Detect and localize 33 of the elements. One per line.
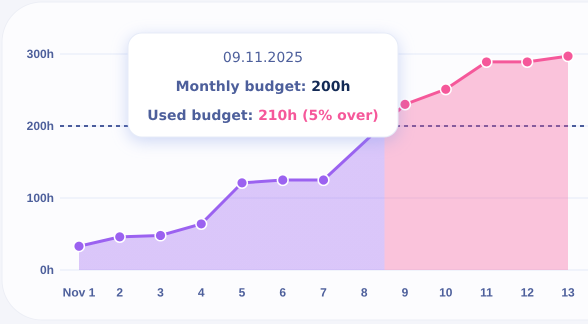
point (236, 176, 248, 189)
point (72, 240, 86, 252)
point (317, 174, 330, 186)
point (398, 98, 412, 110)
point (521, 56, 534, 68)
y-tick-label: 0h (40, 262, 54, 277)
x-tick-label: 3 (157, 286, 164, 300)
x-tick-label: 13 (561, 286, 575, 300)
x-tick-label: 11 (480, 286, 494, 300)
x-tick-label: 2 (116, 286, 124, 300)
point (276, 174, 289, 186)
point (562, 50, 574, 62)
point (195, 218, 208, 230)
tooltip-card: 09.11.2025 Monthly budget: 200h Used budget: 210h (5% over) (128, 32, 398, 138)
x-tick-label: 4 (198, 286, 205, 300)
x-tick-label: 9 (402, 286, 409, 300)
y-tick-label: 100h (26, 190, 54, 205)
x-tick-label: 6 (279, 286, 286, 300)
x-tick-label: 7 (320, 286, 328, 300)
x-tick-label: 5 (238, 286, 246, 300)
x-tick-label: Nov 1 (62, 286, 96, 300)
point (154, 229, 167, 242)
x-tick-label: 12 (520, 286, 534, 300)
x-tick-label: 8 (360, 286, 368, 300)
y-tick-label: 200h (26, 118, 54, 133)
point (480, 56, 493, 68)
x-tick-label: 10 (439, 286, 453, 300)
annotation: Monthly budget: 200h (176, 79, 350, 95)
point (114, 230, 126, 243)
y-tick-label: 300h (26, 46, 54, 61)
annotation: 09.11.2025 (222, 50, 304, 66)
point (440, 83, 452, 96)
annotation: Used budget: 210h (5% over) (147, 108, 379, 124)
